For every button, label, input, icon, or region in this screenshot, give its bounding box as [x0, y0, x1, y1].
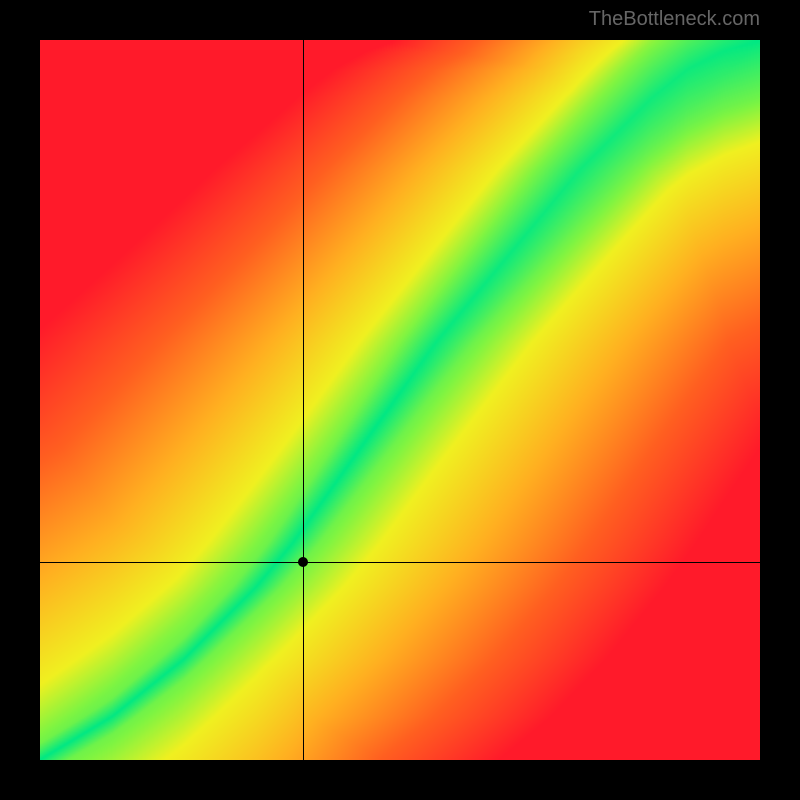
crosshair-vertical	[303, 40, 304, 760]
marker-dot	[298, 557, 308, 567]
heatmap-canvas	[40, 40, 760, 760]
heatmap-plot	[40, 40, 760, 760]
crosshair-horizontal	[40, 562, 760, 563]
watermark-text: TheBottleneck.com	[589, 8, 760, 31]
